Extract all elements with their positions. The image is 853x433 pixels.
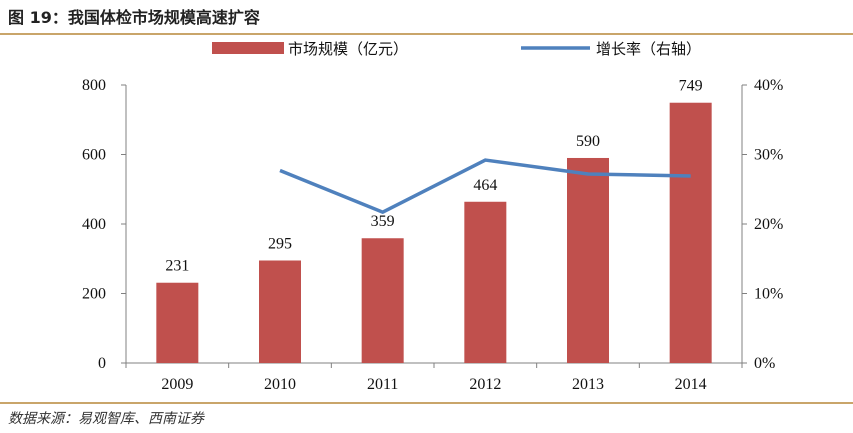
bar-data-label: 464	[473, 177, 497, 194]
bar-data-label: 590	[576, 133, 600, 150]
bar	[567, 157, 609, 363]
right-tick-label: 30%	[754, 147, 783, 164]
right-tick-label: 10%	[754, 286, 783, 303]
growth-rate-line	[279, 158, 691, 214]
x-tick-label: 2013	[572, 376, 604, 393]
bar	[464, 201, 507, 363]
legend-bar-label: 市场规模（亿元）	[288, 40, 408, 58]
left-tick-label: 800	[82, 77, 106, 94]
bar	[259, 260, 301, 363]
figure-title: 图 19：我国体检市场规模高速扩容	[8, 8, 260, 27]
bottom-rule	[0, 402, 853, 404]
legend-line-label: 增长率（右轴）	[596, 40, 701, 58]
left-tick-label: 0	[98, 355, 106, 372]
right-tick-label: 20%	[754, 216, 783, 233]
x-tick-label: 2014	[675, 376, 707, 393]
top-rule	[0, 33, 853, 35]
bar-data-label: 359	[371, 213, 395, 230]
right-tick-label: 0%	[754, 355, 775, 372]
bar	[669, 102, 712, 363]
x-tick-label: 2012	[469, 376, 501, 393]
source-note: 数据来源：易观智库、西南证券	[8, 411, 204, 427]
bar-data-label: 231	[165, 258, 189, 275]
x-tick-label: 2011	[367, 376, 398, 393]
right-tick-label: 40%	[754, 77, 783, 94]
left-tick-label: 600	[82, 147, 106, 164]
left-tick-label: 200	[82, 286, 106, 303]
x-tick-label: 2010	[264, 376, 296, 393]
bar-data-label: 749	[679, 78, 703, 95]
left-tick-label: 400	[82, 216, 106, 233]
x-tick-label: 2009	[161, 376, 193, 393]
bar	[361, 238, 404, 363]
bar	[156, 282, 199, 363]
legend-bar-swatch	[212, 42, 284, 54]
bar-data-label: 295	[268, 235, 292, 252]
